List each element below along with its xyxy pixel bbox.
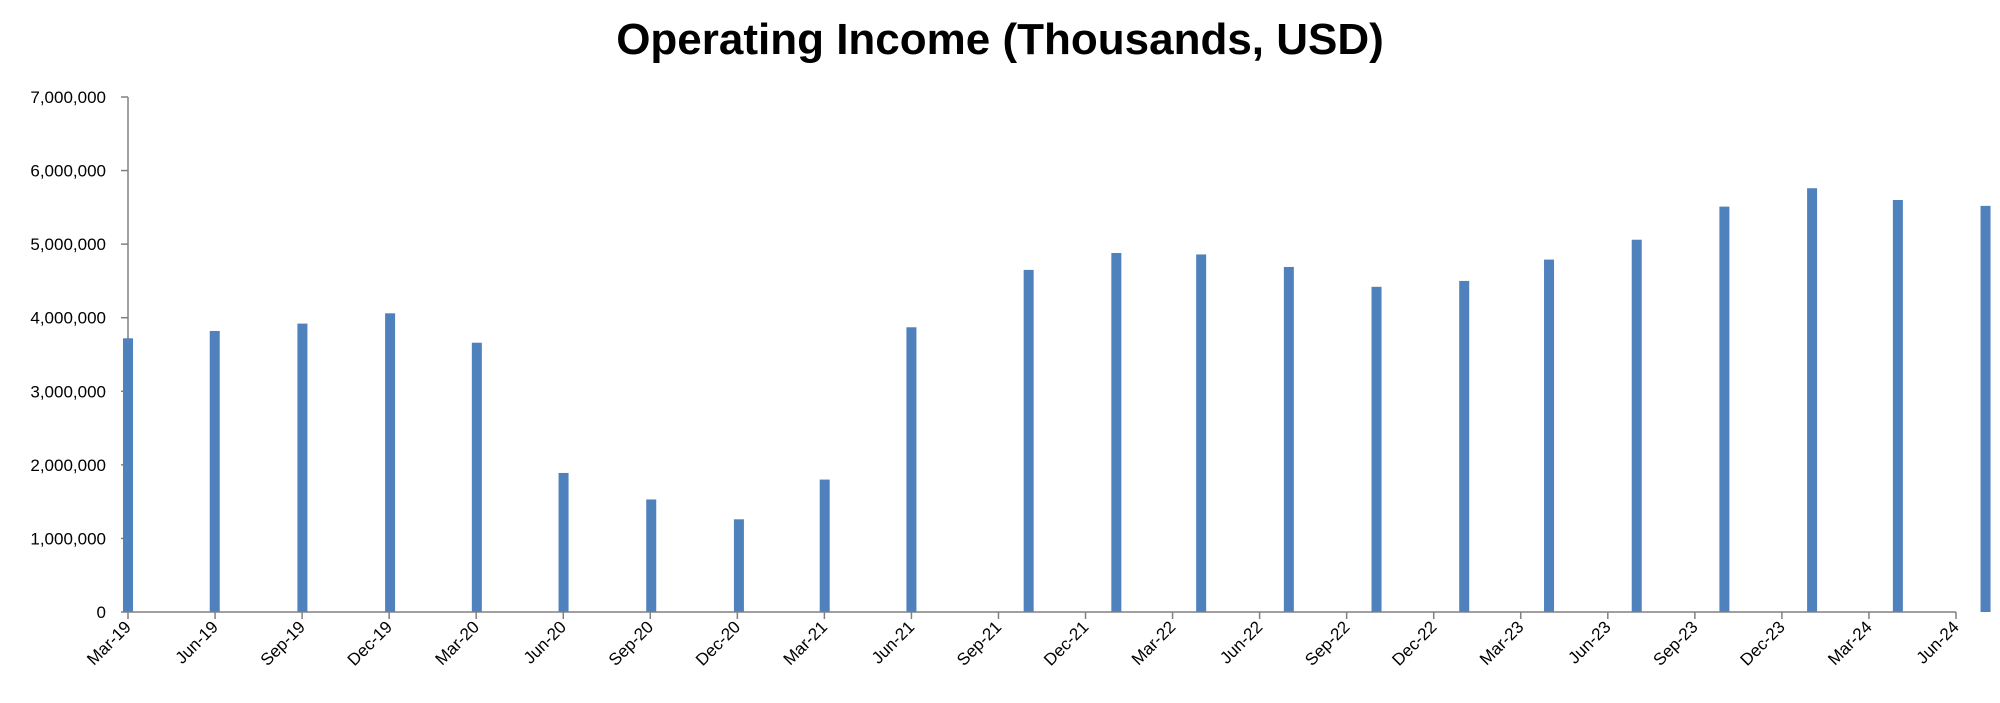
x-tick-label: Dec-21 bbox=[1040, 617, 1092, 669]
chart-title: Operating Income (Thousands, USD) bbox=[616, 15, 1384, 64]
bar bbox=[1196, 254, 1207, 612]
x-tick-label: Jun-22 bbox=[1216, 617, 1266, 667]
x-tick-label: Sep-23 bbox=[1649, 617, 1701, 669]
bar bbox=[1807, 188, 1818, 612]
x-tick-label: Jun-20 bbox=[520, 617, 570, 667]
x-tick-label: Sep-21 bbox=[953, 617, 1005, 669]
x-tick-label: Jun-19 bbox=[172, 617, 222, 667]
bar bbox=[123, 338, 133, 612]
bars bbox=[123, 188, 1991, 612]
bar bbox=[1892, 200, 1903, 612]
bar bbox=[906, 327, 917, 612]
x-tick-label: Mar-22 bbox=[1128, 617, 1180, 669]
x-tick-label: Dec-20 bbox=[692, 617, 744, 669]
x-tick-label: Sep-19 bbox=[257, 617, 309, 669]
y-tick-label: 2,000,000 bbox=[30, 456, 106, 475]
bar bbox=[1544, 259, 1555, 612]
bar bbox=[1980, 205, 1991, 612]
x-tick-label: Mar-19 bbox=[83, 617, 135, 669]
x-tick-label: Sep-20 bbox=[605, 617, 657, 669]
bar bbox=[1459, 280, 1470, 612]
bar bbox=[733, 519, 744, 612]
y-axis: 0 1,000,000 2,000,000 3,000,000 4,000,000 5,0… bbox=[30, 88, 129, 622]
y-tick-label: 0 bbox=[97, 603, 106, 622]
bar bbox=[819, 479, 830, 612]
bar bbox=[1023, 269, 1034, 612]
x-tick-label: Mar-20 bbox=[431, 617, 483, 669]
bar bbox=[471, 342, 482, 612]
bar bbox=[297, 323, 308, 612]
y-tick-label: 1,000,000 bbox=[30, 529, 106, 548]
x-tick-label: Dec-22 bbox=[1388, 617, 1440, 669]
y-tick-label: 3,000,000 bbox=[30, 382, 106, 401]
bar bbox=[646, 499, 657, 612]
x-tick-label: Mar-21 bbox=[780, 617, 832, 669]
bar bbox=[1371, 286, 1382, 612]
x-tick-label: Mar-23 bbox=[1476, 617, 1528, 669]
x-tick-label: Dec-23 bbox=[1737, 617, 1789, 669]
y-tick-label: 5,000,000 bbox=[30, 235, 106, 254]
x-tick-label: Sep-22 bbox=[1301, 617, 1353, 669]
bar bbox=[209, 330, 220, 612]
x-tick-label: Mar-24 bbox=[1824, 617, 1876, 669]
x-tick-label: Jun-23 bbox=[1564, 617, 1614, 667]
x-tick-label: Jun-24 bbox=[1913, 617, 1963, 667]
y-tick-label: 4,000,000 bbox=[30, 309, 106, 328]
bar bbox=[1719, 206, 1730, 612]
bar bbox=[385, 313, 396, 612]
bar bbox=[1283, 266, 1294, 612]
x-tick-label: Jun-21 bbox=[868, 617, 918, 667]
x-tick-label: Dec-19 bbox=[344, 617, 396, 669]
bar bbox=[1111, 252, 1122, 612]
y-tick-label: 7,000,000 bbox=[30, 88, 106, 107]
bar bbox=[1631, 239, 1642, 612]
y-tick-label: 6,000,000 bbox=[30, 162, 106, 181]
bar bbox=[558, 472, 569, 612]
x-axis: Mar-19 Jun-19 Sep-19 Dec-19 Mar-20 Jun-20 Sep-… bbox=[83, 611, 1963, 670]
